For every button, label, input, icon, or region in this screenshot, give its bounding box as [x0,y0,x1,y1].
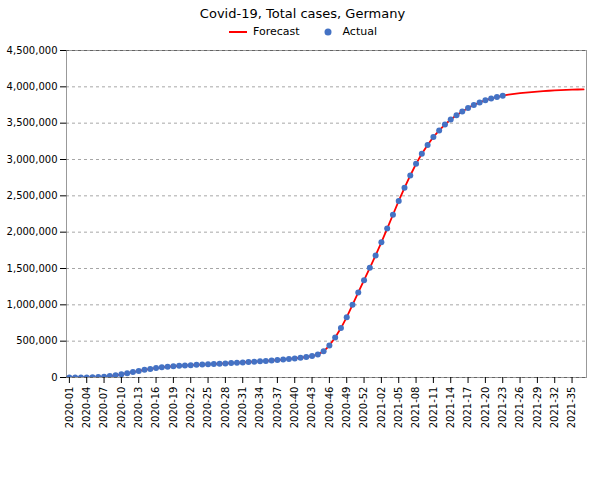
svg-text:2021-20: 2021-20 [480,387,491,429]
svg-text:2020-07: 2020-07 [98,387,109,429]
html-text:Forecast: Forecast [253,25,300,38]
svg-text:2020-46: 2020-46 [324,387,335,429]
svg-text:2,000,000: 2,000,000 [7,226,58,237]
svg-text:2021-14: 2021-14 [445,387,456,429]
svg-text:2021-11: 2021-11 [428,387,439,429]
svg-text:4,500,000: 4,500,000 [7,45,58,56]
svg-text:2020-22: 2020-22 [185,387,196,429]
svg-text:4,000,000: 4,000,000 [7,81,58,92]
svg-text:3,000,000: 3,000,000 [7,154,58,165]
svg-text:2020-25: 2020-25 [202,387,213,429]
svg-text:500,000: 500,000 [16,335,57,346]
svg-text:2020-37: 2020-37 [272,387,283,429]
svg-text:2020-40: 2020-40 [289,387,300,429]
svg-text:2021-23: 2021-23 [497,387,508,429]
svg-text:2020-19: 2020-19 [168,387,179,429]
svg-text:2020-13: 2020-13 [133,387,144,429]
svg-text:2020-16: 2020-16 [150,387,161,429]
svg-text:2021-32: 2021-32 [549,387,560,429]
html-text:Covid-19, Total cases, Germany: Covid-19, Total cases, Germany [199,6,406,21]
svg-text:2020-28: 2020-28 [220,387,231,429]
svg-text:1,000,000: 1,000,000 [7,299,58,310]
svg-text:2020-04: 2020-04 [81,387,92,429]
svg-text:0: 0 [51,372,57,383]
svg-text:2021-29: 2021-29 [532,387,543,429]
svg-text:2021-17: 2021-17 [462,387,473,429]
svg-text:2020-52: 2020-52 [358,387,369,429]
svg-text:2020-31: 2020-31 [237,387,248,429]
svg-text:3,500,000: 3,500,000 [7,117,58,128]
html-text:Actual: Actual [342,25,377,38]
svg-text:1,500,000: 1,500,000 [7,263,58,274]
svg-text:2020-10: 2020-10 [116,387,127,429]
svg-text:2020-43: 2020-43 [306,387,317,429]
svg-text:2021-35: 2021-35 [566,387,577,429]
svg-text:2021-05: 2021-05 [393,387,404,429]
svg-text:2,500,000: 2,500,000 [7,190,58,201]
svg-text:2020-49: 2020-49 [341,387,352,429]
svg-text:2021-02: 2021-02 [376,387,387,429]
svg-text:2021-26: 2021-26 [514,387,525,429]
svg-text:2021-08: 2021-08 [410,387,421,429]
svg-text:2020-01: 2020-01 [64,387,75,429]
svg-text:2020-34: 2020-34 [254,387,265,429]
